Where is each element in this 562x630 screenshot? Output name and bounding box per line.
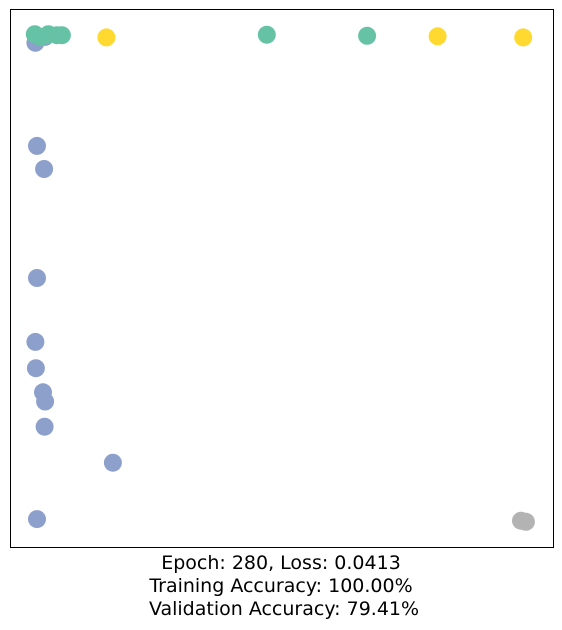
caption-training-accuracy: Training Accuracy: 100.00% (149, 575, 413, 597)
caption-epoch-loss: Epoch: 280, Loss: 0.0413 (161, 552, 401, 574)
scatter-point-blue-5 (26, 332, 45, 351)
scatter-point-blue-11 (28, 510, 46, 529)
scatter-point-blue-3 (35, 160, 54, 178)
scatter-point-green-18 (358, 26, 377, 45)
scatter-point-blue-10 (103, 453, 122, 472)
scatter-point-gray-23 (516, 512, 535, 531)
scatter-point-blue-8 (36, 392, 55, 411)
scatter-point-green-17 (257, 25, 276, 44)
scatter-point-blue-2 (28, 136, 46, 155)
points-layer (25, 25, 535, 531)
plot-frame (10, 9, 554, 548)
scatter-point-blue-4 (28, 269, 46, 287)
caption-validation-accuracy: Validation Accuracy: 79.41% (142, 598, 420, 620)
scatter-point-blue-9 (35, 417, 54, 436)
scatter-point-yellow-20 (428, 27, 447, 46)
scatter-point-yellow-19 (97, 28, 116, 47)
scatter-point-yellow-21 (514, 28, 533, 47)
scatter-point-green-16 (52, 26, 71, 45)
scatter-plot (10, 9, 554, 548)
scatter-point-blue-6 (26, 359, 45, 378)
